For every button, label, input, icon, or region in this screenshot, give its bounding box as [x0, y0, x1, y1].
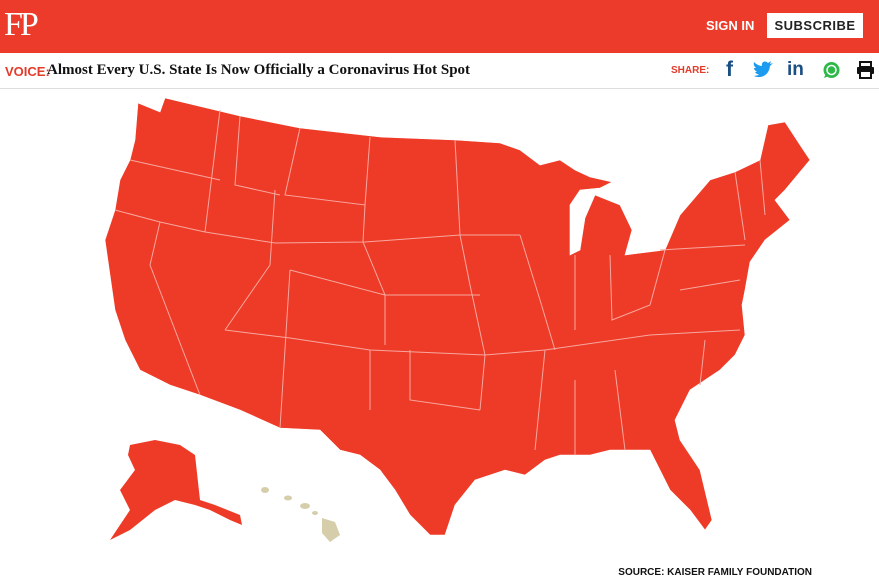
us-map	[104, 97, 811, 542]
kicker: VOICE:	[5, 64, 50, 79]
sign-in[interactable]: SIGN IN	[706, 18, 755, 33]
whatsapp[interactable]	[822, 61, 841, 80]
state-borders	[114, 109, 766, 455]
article-title: Almost Every U.S. State Is Now Officiall…	[47, 62, 471, 78]
facebook[interactable]: f	[726, 58, 733, 81]
print[interactable]	[856, 61, 875, 79]
top-bar: FP SIGN IN SUBSCRIBE	[0, 0, 879, 53]
logo[interactable]: FP	[4, 6, 39, 43]
linkedin[interactable]: in	[787, 59, 804, 80]
twitter[interactable]	[753, 61, 774, 79]
share-label: SHARE:	[671, 65, 710, 76]
source: SOURCE: KAISER FAMILY FOUNDATION	[618, 567, 812, 578]
subscribe-button[interactable]: SUBSCRIBE	[767, 13, 863, 38]
alaska	[110, 440, 242, 540]
contiguous-states	[104, 97, 811, 536]
hawaii	[261, 487, 340, 542]
article-bar: VOICE: Almost Every U.S. State Is Now Of…	[0, 53, 879, 89]
